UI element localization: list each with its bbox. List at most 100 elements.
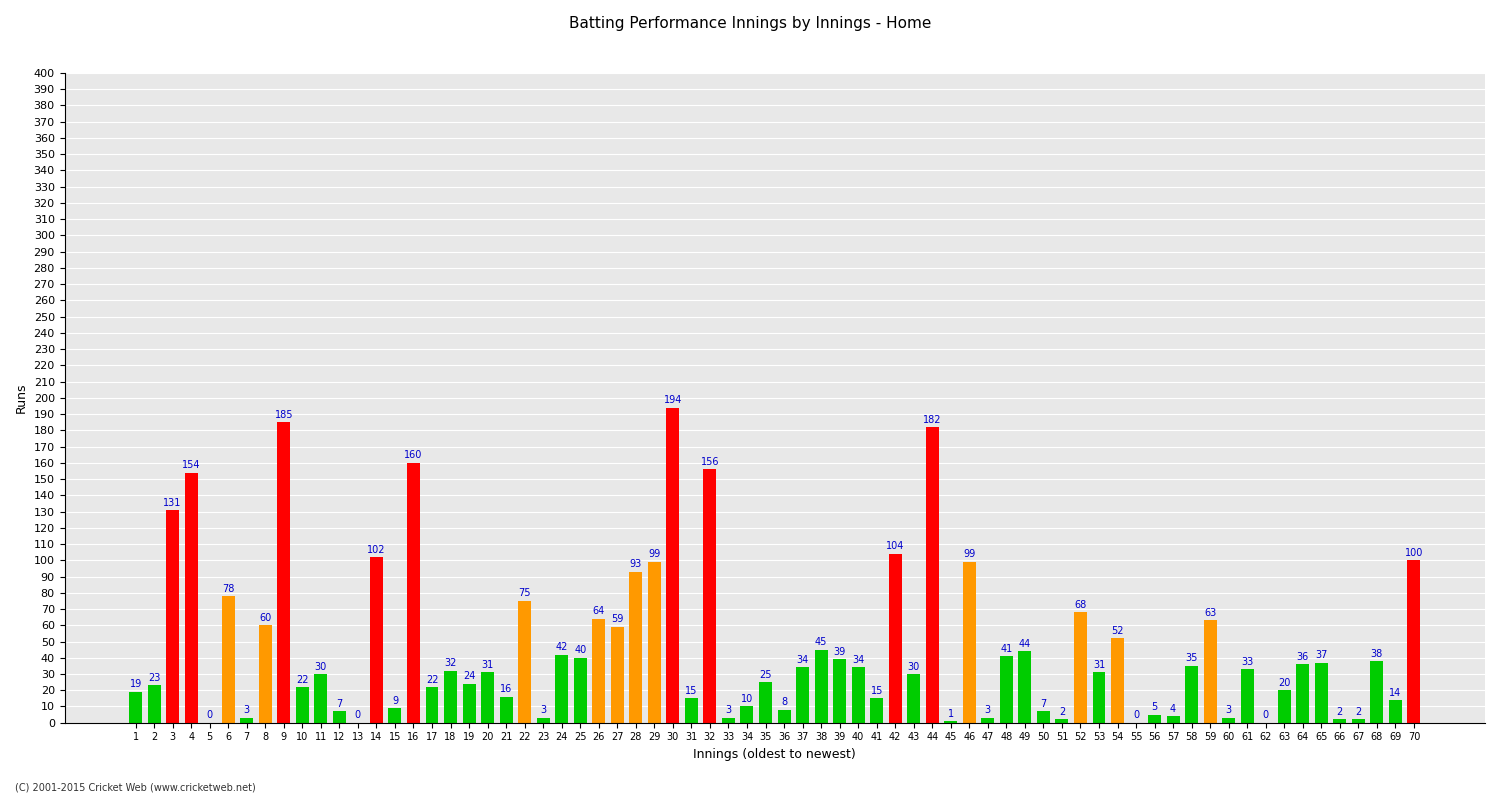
Text: 40: 40 [574,646,586,655]
Bar [426,687,438,722]
Text: 0: 0 [356,710,362,720]
Text: 5: 5 [1152,702,1158,712]
Bar [296,687,309,722]
Text: 63: 63 [1204,608,1216,618]
Bar [1074,612,1088,722]
Text: 52: 52 [1112,626,1124,636]
Bar [1316,662,1328,722]
Text: 68: 68 [1074,600,1086,610]
Bar [370,557,382,722]
Text: 131: 131 [164,498,182,507]
Text: 75: 75 [519,589,531,598]
Text: 7: 7 [1041,699,1047,709]
Bar [315,674,327,722]
Bar [963,562,976,722]
Text: (C) 2001-2015 Cricket Web (www.cricketweb.net): (C) 2001-2015 Cricket Web (www.cricketwe… [15,782,255,792]
Text: 59: 59 [610,614,624,625]
Bar [278,422,291,722]
Text: 64: 64 [592,606,604,616]
Text: 31: 31 [1094,660,1106,670]
Bar [1222,718,1234,722]
Text: 34: 34 [852,655,864,665]
Bar [222,596,234,722]
Bar [908,674,920,722]
Bar [462,684,476,722]
Text: 160: 160 [405,450,423,460]
Text: 8: 8 [782,698,788,707]
Bar [945,721,957,722]
Text: 156: 156 [700,457,718,467]
Bar [518,601,531,722]
Bar [1112,638,1124,722]
Bar [610,627,624,722]
Bar [1407,560,1420,722]
Bar [630,572,642,722]
Text: 37: 37 [1316,650,1328,660]
Text: 15: 15 [870,686,883,696]
Text: 25: 25 [759,670,772,680]
Bar [833,659,846,722]
Text: 32: 32 [444,658,456,668]
Text: 45: 45 [815,637,828,647]
Bar [1000,656,1012,722]
Text: 22: 22 [426,674,438,685]
Bar [500,697,513,722]
Text: 3: 3 [540,706,546,715]
Text: 39: 39 [834,647,846,657]
Bar [1334,719,1347,722]
Text: 41: 41 [1000,644,1012,654]
Text: 44: 44 [1019,639,1031,649]
Text: 3: 3 [726,706,732,715]
Text: 31: 31 [482,660,494,670]
Bar [981,718,994,722]
Bar [1203,620,1216,722]
Bar [1278,690,1290,722]
Text: 33: 33 [1240,657,1254,666]
Bar [573,658,586,722]
Text: 2: 2 [1059,707,1065,717]
Bar [686,698,698,722]
Text: 182: 182 [922,414,942,425]
Text: 99: 99 [648,550,660,559]
Bar [741,706,753,722]
Bar [1167,716,1179,722]
Text: 24: 24 [464,671,476,682]
Text: 1: 1 [948,709,954,718]
Bar [129,692,142,722]
Bar [870,698,883,722]
Bar [1352,719,1365,722]
Text: 0: 0 [207,710,213,720]
Text: 20: 20 [1278,678,1290,688]
Text: 30: 30 [908,662,920,671]
Bar [166,510,178,722]
Bar [482,672,494,722]
Text: 22: 22 [296,674,309,685]
Text: 7: 7 [336,699,342,709]
Bar [333,711,346,722]
Text: 3: 3 [986,706,992,715]
Bar [704,470,717,722]
Text: 60: 60 [260,613,272,623]
Text: 10: 10 [741,694,753,704]
Text: 0: 0 [1132,710,1138,720]
Text: 9: 9 [392,696,398,706]
Bar [1056,719,1068,722]
Bar [926,427,939,722]
Bar [722,718,735,722]
Text: 15: 15 [686,686,698,696]
Text: 35: 35 [1185,654,1198,663]
Bar [1371,661,1383,722]
X-axis label: Innings (oldest to newest): Innings (oldest to newest) [693,748,856,761]
Bar [388,708,402,722]
Text: 34: 34 [796,655,808,665]
Bar [537,718,549,722]
Bar [1092,672,1106,722]
Bar [648,562,662,722]
Y-axis label: Runs: Runs [15,382,28,413]
Text: Batting Performance Innings by Innings - Home: Batting Performance Innings by Innings -… [568,16,932,31]
Text: 78: 78 [222,583,234,594]
Bar [555,654,568,722]
Text: 2: 2 [1354,707,1362,717]
Text: 36: 36 [1296,652,1310,662]
Bar [759,682,772,722]
